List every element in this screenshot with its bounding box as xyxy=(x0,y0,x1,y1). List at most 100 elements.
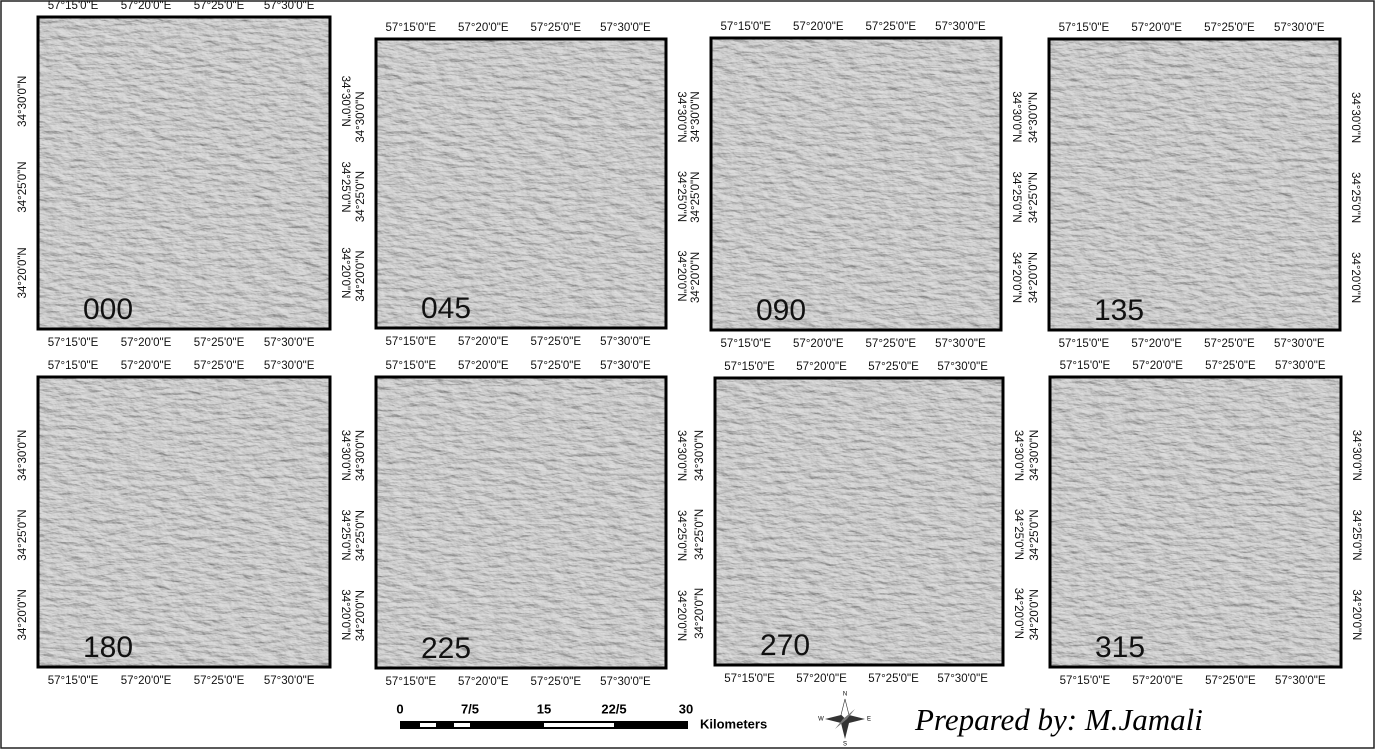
lon-label-bottom: 57°20'0"E xyxy=(458,676,509,688)
lon-label-top: 57°25'0"E xyxy=(1205,360,1256,372)
hillshade xyxy=(38,17,330,329)
lon-label-top: 57°25'0"E xyxy=(194,0,245,12)
lat-label-left: 34°20'0"N xyxy=(355,590,367,641)
map-panel: 000 57°15'0"E 57°15'0"E 57°20'0"E 57°20'0"E 5… xyxy=(17,0,351,349)
panel-label: 270 xyxy=(760,629,810,662)
lon-label-bottom: 57°25'0"E xyxy=(1205,675,1256,687)
hillshade xyxy=(376,377,666,668)
lon-label-bottom: 57°20'0"E xyxy=(458,336,509,348)
lon-label-top: 57°20'0"E xyxy=(796,361,847,373)
lat-label-left: 34°20'0"N xyxy=(1029,589,1041,640)
scale-bar-segment xyxy=(454,723,470,727)
hillshade xyxy=(1049,39,1340,330)
lat-label-right: 34°30'0"N xyxy=(1349,92,1361,143)
panel-frame xyxy=(1048,375,1343,669)
lon-label-bottom: 57°15'0"E xyxy=(48,337,99,349)
compass-diag xyxy=(835,709,855,729)
lon-label-bottom: 57°25'0"E xyxy=(531,336,582,348)
lat-label-left: 34°25'0"N xyxy=(694,509,706,560)
lon-label-top: 57°20'0"E xyxy=(121,360,172,372)
lat-label-left: 34°30'0"N xyxy=(355,430,367,481)
lon-label-top: 57°30'0"E xyxy=(264,360,315,372)
scale-label: 0 xyxy=(396,701,403,716)
lat-label-right: 34°20'0"N xyxy=(1010,252,1022,303)
compass-n: N xyxy=(843,692,847,698)
lon-label-top: 57°25'0"E xyxy=(531,22,582,34)
lat-label-right: 34°25'0"N xyxy=(1349,172,1361,223)
lat-label-left: 34°20'0"N xyxy=(355,250,367,301)
map-panel: 180 57°15'0"E 57°15'0"E 57°20'0"E 57°20'0"E 5… xyxy=(17,360,351,687)
lon-label-bottom: 57°25'0"E xyxy=(866,338,917,350)
lat-label-left: 34°20'0"N xyxy=(694,588,706,639)
compass-e: E xyxy=(867,717,871,723)
lon-label-bottom: 57°30'0"E xyxy=(1275,675,1326,687)
scale-bar-segment xyxy=(420,723,436,727)
lat-label-left: 34°25'0"N xyxy=(17,509,29,560)
map-panel: 045 57°15'0"E 57°15'0"E 57°20'0"E 57°20'0"E 5… xyxy=(355,22,687,348)
lon-label-bottom: 57°15'0"E xyxy=(721,338,772,350)
scale-label: 22/5 xyxy=(601,701,626,716)
lat-label-left: 34°30'0"N xyxy=(17,430,29,481)
lon-label-top: 57°30'0"E xyxy=(1275,360,1326,372)
lat-label-left: 34°25'0"N xyxy=(355,510,367,561)
lon-label-top: 57°30'0"E xyxy=(935,21,986,33)
lon-label-top: 57°15'0"E xyxy=(48,0,99,12)
lat-label-right: 34°20'0"N xyxy=(339,589,351,640)
lon-label-top: 57°30'0"E xyxy=(600,360,651,372)
lat-label-left: 34°20'0"N xyxy=(17,589,29,640)
lat-label-left: 34°30'0"N xyxy=(355,91,367,142)
lon-label-bottom: 57°30'0"E xyxy=(937,673,988,685)
lon-label-bottom: 57°30'0"E xyxy=(600,336,651,348)
lat-label-right: 34°20'0"N xyxy=(1012,588,1024,639)
lat-label-left: 34°30'0"N xyxy=(690,91,702,142)
lon-label-top: 57°15'0"E xyxy=(1059,22,1110,34)
lon-label-bottom: 57°15'0"E xyxy=(1059,338,1110,350)
lon-label-bottom: 57°25'0"E xyxy=(194,675,245,687)
panel-label: 090 xyxy=(756,294,806,327)
panels: 000 57°15'0"E 57°15'0"E 57°20'0"E 57°20'0"E 5… xyxy=(17,0,1362,688)
credit: Prepared by: M.Jamali xyxy=(914,702,1203,737)
lon-label-bottom: 57°15'0"E xyxy=(386,336,437,348)
lat-label-right: 34°25'0"N xyxy=(1010,172,1022,223)
map-panel: 270 57°15'0"E 57°15'0"E 57°20'0"E 57°20'0"E 5… xyxy=(694,361,1024,685)
lat-label-right: 34°20'0"N xyxy=(1350,589,1362,640)
lat-label-left: 34°30'0"N xyxy=(1028,92,1040,143)
lat-label-left: 34°25'0"N xyxy=(17,161,29,212)
lon-label-bottom: 57°30'0"E xyxy=(935,338,986,350)
hillshade xyxy=(1050,377,1341,667)
panel-frame xyxy=(374,37,668,330)
lon-label-bottom: 57°20'0"E xyxy=(1131,338,1182,350)
lon-label-bottom: 57°15'0"E xyxy=(386,676,437,688)
lat-label-right: 34°25'0"N xyxy=(675,171,687,222)
lon-label-bottom: 57°20'0"E xyxy=(796,673,847,685)
lon-label-top: 57°15'0"E xyxy=(724,361,775,373)
lat-label-left: 34°30'0"N xyxy=(17,76,29,127)
lat-label-left: 34°20'0"N xyxy=(690,252,702,303)
lon-label-top: 57°20'0"E xyxy=(1132,360,1183,372)
lat-label-right: 34°25'0"N xyxy=(675,510,687,561)
panel-label: 045 xyxy=(421,292,471,325)
map-panel: 135 57°15'0"E 57°15'0"E 57°20'0"E 57°20'0"E 5… xyxy=(1028,22,1361,350)
panel-label: 315 xyxy=(1095,631,1145,664)
lon-label-bottom: 57°25'0"E xyxy=(194,337,245,349)
panel-frame xyxy=(374,375,668,670)
panel-frame xyxy=(1047,37,1342,332)
lat-label-left: 34°20'0"N xyxy=(17,247,29,298)
compass-s: S xyxy=(843,742,847,748)
lon-label-bottom: 57°20'0"E xyxy=(793,338,844,350)
lon-label-bottom: 57°15'0"E xyxy=(724,673,775,685)
lon-label-bottom: 57°25'0"E xyxy=(531,676,582,688)
lat-label-left: 34°30'0"N xyxy=(1029,430,1041,481)
lat-label-left: 34°25'0"N xyxy=(1028,172,1040,223)
lat-label-right: 34°20'0"N xyxy=(339,247,351,298)
map-panel: 315 57°15'0"E 57°15'0"E 57°20'0"E 57°20'0"E 5… xyxy=(1029,360,1362,687)
lat-label-left: 34°25'0"N xyxy=(1029,509,1041,560)
lat-label-right: 34°20'0"N xyxy=(1349,252,1361,303)
scale-label: 7/5 xyxy=(461,701,479,716)
panel-frame xyxy=(36,15,332,331)
lat-label-left: 34°30'0"N xyxy=(694,430,706,481)
map-panel: 090 57°15'0"E 57°15'0"E 57°20'0"E 57°20'0"E 5… xyxy=(690,21,1022,350)
panel-label: 000 xyxy=(83,293,133,326)
lat-label-right: 34°25'0"N xyxy=(339,161,351,212)
